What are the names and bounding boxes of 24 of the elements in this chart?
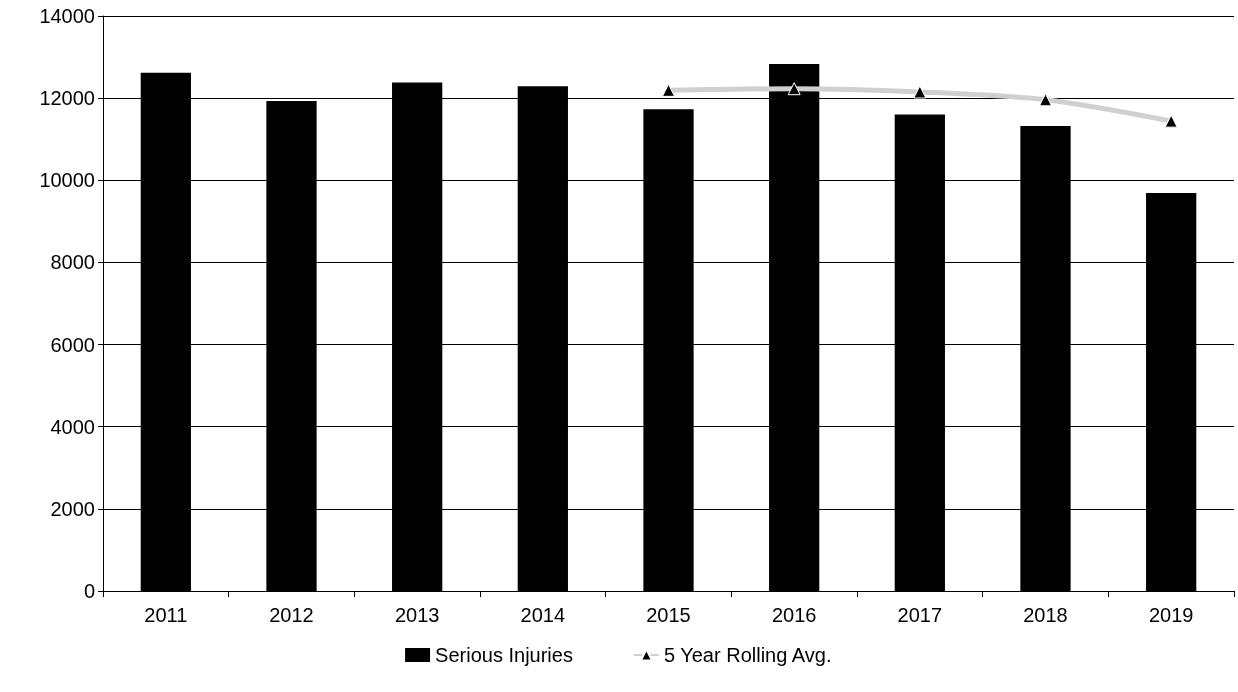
x-tick-label: 2013	[394, 604, 440, 626]
x-tick-label: 2014	[520, 604, 566, 626]
x-tick-label: 2016	[771, 604, 817, 626]
legend-label: Serious Injuries	[435, 644, 573, 666]
y-tick-label: 2000	[50, 497, 95, 520]
y-tick-label: 4000	[50, 415, 95, 438]
y-tick-label: 8000	[50, 251, 95, 274]
x-tick-label: 2018	[1023, 604, 1068, 626]
y-tick-label: 10000	[39, 169, 95, 192]
point	[662, 83, 675, 97]
point	[1039, 93, 1052, 107]
x-tick-label: 2012	[269, 604, 314, 626]
x-tick-label: 2017	[897, 604, 943, 626]
x-tick-label: 2019	[1148, 604, 1194, 626]
x-tick-label: 2015	[646, 604, 691, 626]
legend-label: 5 Year Rolling Avg.	[663, 644, 832, 666]
y-tick-label: 14000	[39, 5, 95, 27]
point	[1164, 114, 1178, 128]
point	[913, 85, 927, 99]
y-tick-label: 0	[83, 580, 95, 602]
y-tick-label: 12000	[39, 87, 95, 110]
point	[787, 82, 801, 96]
x-tick-label: 2011	[144, 604, 188, 626]
y-tick-label: 6000	[50, 333, 95, 356]
